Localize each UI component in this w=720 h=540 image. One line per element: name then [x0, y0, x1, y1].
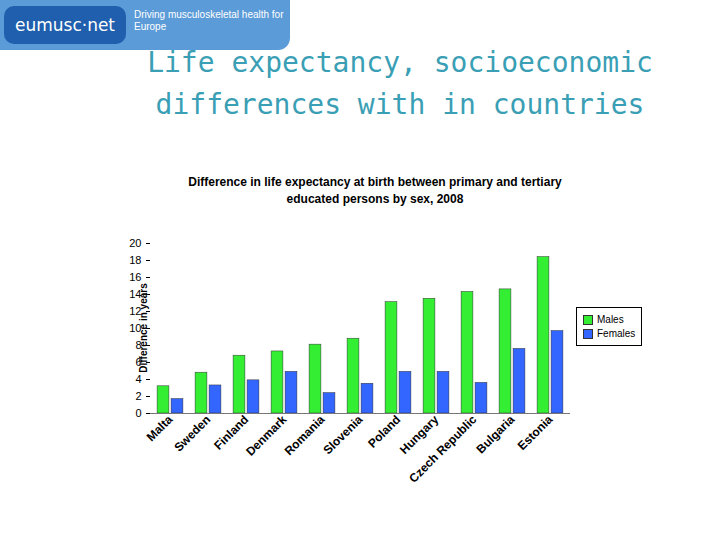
svg-text:20: 20	[129, 237, 141, 249]
svg-text:12: 12	[129, 305, 141, 317]
svg-text:8: 8	[135, 339, 141, 351]
svg-text:2: 2	[135, 390, 141, 402]
svg-text:6: 6	[135, 356, 141, 368]
svg-text:Denmark: Denmark	[243, 412, 289, 458]
svg-text:Romania: Romania	[282, 412, 328, 458]
svg-text:Slovenia: Slovenia	[321, 412, 366, 457]
svg-text:0: 0	[135, 407, 141, 419]
svg-text:Estonia: Estonia	[515, 412, 556, 453]
svg-text:Bulgaria: Bulgaria	[473, 412, 517, 456]
svg-text:10: 10	[129, 322, 141, 334]
svg-text:4: 4	[135, 373, 141, 385]
svg-text:Sweden: Sweden	[171, 412, 213, 454]
svg-text:16: 16	[129, 271, 141, 283]
svg-text:Czech Republic: Czech Republic	[406, 412, 479, 485]
svg-text:Malta: Malta	[144, 412, 176, 444]
svg-text:18: 18	[129, 254, 141, 266]
svg-text:14: 14	[129, 288, 141, 300]
